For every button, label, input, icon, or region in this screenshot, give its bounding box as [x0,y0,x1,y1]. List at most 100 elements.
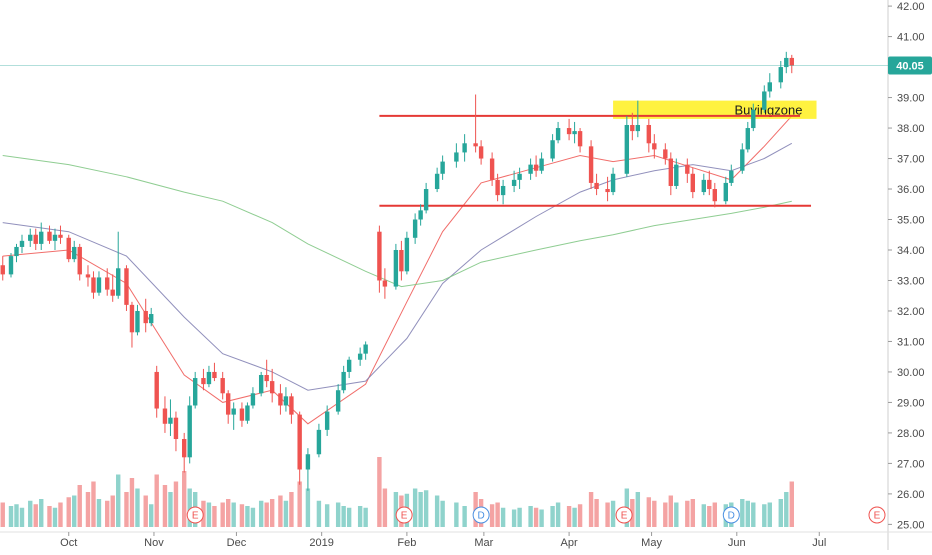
candle[interactable] [66,234,71,263]
candle[interactable] [135,304,140,336]
candle[interactable] [707,170,712,196]
candle[interactable] [0,256,5,281]
candle[interactable] [168,399,173,436]
candle[interactable] [297,411,302,485]
candle[interactable] [278,384,283,415]
candle[interactable] [778,60,783,89]
event-marker-e[interactable]: E [186,506,204,524]
candle[interactable] [377,225,382,293]
candle[interactable] [624,115,630,177]
event-marker-d[interactable]: D [722,506,740,524]
candle[interactable] [258,371,264,397]
candle[interactable] [33,228,38,250]
candle[interactable] [533,155,539,177]
candle[interactable] [495,173,500,202]
candle[interactable] [269,368,275,403]
candle[interactable] [539,152,544,174]
candle[interactable] [105,268,110,296]
candle[interactable] [8,253,14,278]
event-marker-e[interactable]: E [615,506,633,524]
candle[interactable] [440,155,445,180]
candle[interactable] [690,167,696,199]
candle[interactable] [745,121,750,153]
candle[interactable] [129,301,135,348]
candle[interactable] [173,411,179,452]
candle[interactable] [77,243,82,281]
candle[interactable] [489,152,495,186]
candle[interactable] [454,143,459,168]
candle[interactable] [162,396,168,433]
candle[interactable] [434,167,440,193]
candle[interactable] [116,231,121,299]
candle[interactable] [324,405,330,436]
candle[interactable] [712,182,717,208]
candle[interactable] [399,240,404,281]
candle[interactable] [663,143,668,165]
candle[interactable] [335,384,341,415]
candle[interactable] [767,73,772,98]
candle[interactable] [47,225,52,244]
candle[interactable] [357,347,363,366]
candle[interactable] [555,121,561,144]
candle[interactable] [143,298,148,333]
candle[interactable] [418,204,423,226]
candle[interactable] [630,112,635,141]
candle[interactable] [52,228,58,250]
candle[interactable] [478,140,484,165]
candle[interactable] [212,362,217,382]
candle[interactable] [39,222,44,250]
candle[interactable] [231,402,236,430]
candle[interactable] [187,396,192,464]
candle[interactable] [588,140,594,190]
candle[interactable] [110,274,115,302]
candle[interactable] [363,341,368,360]
candle[interactable] [305,448,311,491]
candle[interactable] [28,228,33,247]
candle[interactable] [201,368,206,391]
candle[interactable] [566,118,572,141]
candle[interactable] [729,164,734,186]
candle[interactable] [96,271,102,296]
candle[interactable] [124,265,129,311]
candle[interactable] [550,134,555,162]
candle[interactable] [528,158,533,180]
candle[interactable] [594,173,599,196]
candle[interactable] [239,402,245,427]
candle[interactable] [58,225,63,244]
candle[interactable] [72,240,77,263]
candle[interactable] [674,158,679,190]
candle[interactable] [423,182,429,214]
candle[interactable] [393,243,399,290]
candle[interactable] [192,371,198,409]
candle[interactable] [225,390,231,424]
candle[interactable] [500,179,506,205]
candle[interactable] [701,173,707,196]
candle[interactable] [404,231,410,275]
candle[interactable] [341,365,346,394]
candle[interactable] [264,359,269,388]
candle[interactable] [19,234,25,254]
candle[interactable] [652,134,657,159]
candle[interactable] [572,121,577,144]
candle[interactable] [610,167,616,196]
candle[interactable] [382,268,388,299]
candle[interactable] [220,371,225,400]
candle[interactable] [517,167,522,190]
candle[interactable] [751,103,756,132]
event-marker-e[interactable]: E [868,506,886,524]
candle[interactable] [412,213,418,244]
candle[interactable] [245,402,250,424]
candle[interactable] [473,94,478,153]
candle[interactable] [685,158,690,183]
candle[interactable] [346,356,352,379]
candle[interactable] [206,365,212,388]
event-marker-e[interactable]: E [395,506,413,524]
candle[interactable] [283,387,289,412]
candle[interactable] [646,118,652,153]
candle[interactable] [149,307,154,327]
candle[interactable] [85,265,91,287]
candle[interactable] [789,54,794,74]
candle[interactable] [668,152,674,196]
candle[interactable] [289,393,294,424]
